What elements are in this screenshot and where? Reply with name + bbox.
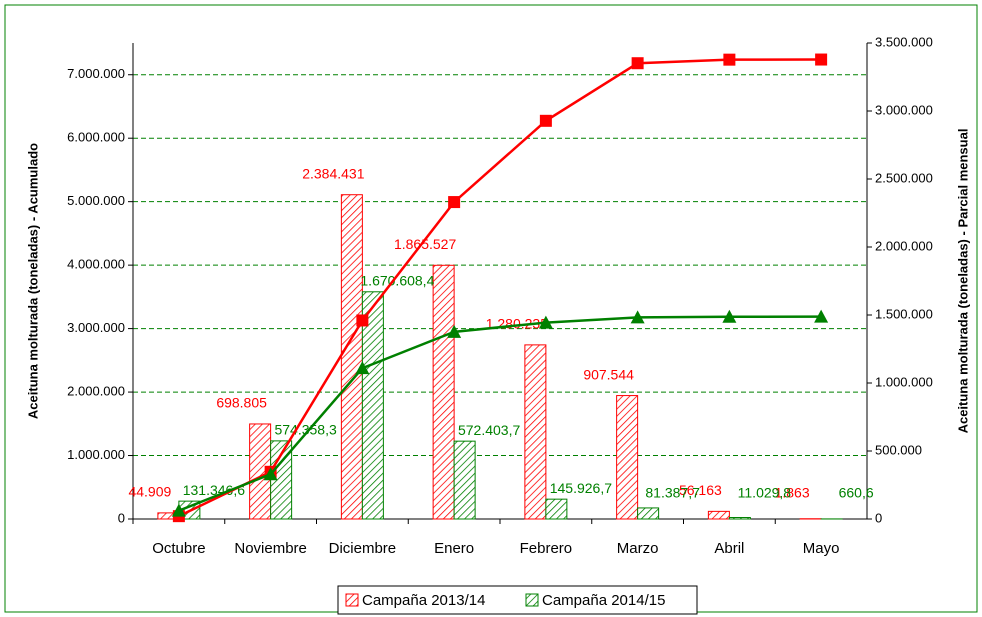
marker: [815, 53, 828, 66]
value-label: 698.805: [216, 395, 267, 411]
x-tick-label: Marzo: [617, 540, 659, 557]
value-label: 44.909: [128, 484, 171, 500]
y2-tick-label: 2.000.000: [875, 238, 933, 253]
marker: [355, 361, 370, 375]
y2-tick-label: 3.500.000: [875, 34, 933, 49]
bar: [453, 440, 476, 520]
value-label: 145.926,7: [550, 480, 612, 496]
value-label: 56.163: [679, 482, 722, 498]
bar: [637, 507, 660, 520]
bar: [707, 510, 730, 520]
x-tick-label: Abril: [714, 540, 744, 557]
legend-box: [337, 585, 698, 615]
value-label: 11.029,8: [738, 485, 792, 501]
marker: [722, 309, 737, 323]
marker: [814, 309, 829, 323]
y-axis-title: Aceituna molturada (toneladas) - Acumula…: [25, 143, 40, 419]
marker: [448, 196, 461, 209]
marker: [356, 314, 369, 327]
x-tick-label: Noviembre: [234, 540, 307, 557]
x-tick-label: Enero: [434, 540, 474, 557]
marker: [631, 57, 644, 70]
y2-tick-label: 1.500.000: [875, 306, 933, 321]
y2-tick-label: 0: [875, 510, 882, 525]
legend: Campaña 2013/14 Campaña 2014/15: [337, 585, 698, 615]
y2-axis-title: Aceituna molturada (toneladas) - Parcial…: [955, 129, 970, 434]
y-tick-label: 2.000.000: [67, 384, 125, 399]
value-label: 660,6: [839, 485, 874, 501]
y-tick-label: 4.000.000: [67, 257, 125, 272]
bar: [616, 395, 639, 520]
marker: [630, 310, 645, 324]
legend-swatch: [525, 593, 539, 607]
x-tick-label: Diciembre: [329, 540, 397, 557]
y-tick-label: 1.000.000: [67, 447, 125, 462]
value-label: 2.384.431: [302, 165, 364, 181]
y-tick-label: 3.000.000: [67, 320, 125, 335]
y-tick-label: 5.000.000: [67, 193, 125, 208]
y2-tick-label: 1.000.000: [875, 374, 933, 389]
marker: [171, 503, 186, 517]
bar: [728, 516, 751, 520]
x-tick-label: Mayo: [803, 540, 840, 557]
bar: [340, 194, 363, 520]
bar: [432, 264, 455, 520]
chart-border: [4, 4, 978, 613]
marker: [538, 315, 553, 329]
value-label: 1.865.527: [394, 236, 456, 252]
y-tick-label: 7.000.000: [67, 66, 125, 81]
value-label: 572.403,7: [458, 422, 520, 438]
legend-swatch: [345, 593, 359, 607]
legend-label: Campaña 2014/15: [542, 592, 665, 609]
y2-tick-label: 2.500.000: [875, 170, 933, 185]
marker: [263, 467, 278, 481]
x-tick-label: Octubre: [152, 540, 205, 557]
value-label: 907.544: [583, 366, 634, 382]
y2-tick-label: 500.000: [875, 442, 922, 457]
y-tick-label: 0: [118, 510, 125, 525]
y2-tick-label: 3.000.000: [875, 102, 933, 117]
value-label: 1.670.608,4: [360, 273, 434, 289]
value-label: 81.387,7: [645, 485, 700, 501]
value-label: 1.863: [775, 485, 810, 501]
marker: [447, 324, 462, 338]
legend-label: Campaña 2013/14: [362, 592, 485, 609]
bar: [545, 498, 568, 520]
marker: [723, 53, 736, 66]
line: [178, 315, 822, 512]
marker: [539, 114, 552, 127]
x-tick-label: Febrero: [520, 540, 573, 557]
bar: [524, 344, 547, 520]
y-tick-label: 6.000.000: [67, 130, 125, 145]
value-label: 574.358,3: [274, 422, 336, 438]
value-label: 131.346,6: [183, 482, 245, 498]
line: [178, 58, 822, 518]
bar: [361, 291, 384, 520]
